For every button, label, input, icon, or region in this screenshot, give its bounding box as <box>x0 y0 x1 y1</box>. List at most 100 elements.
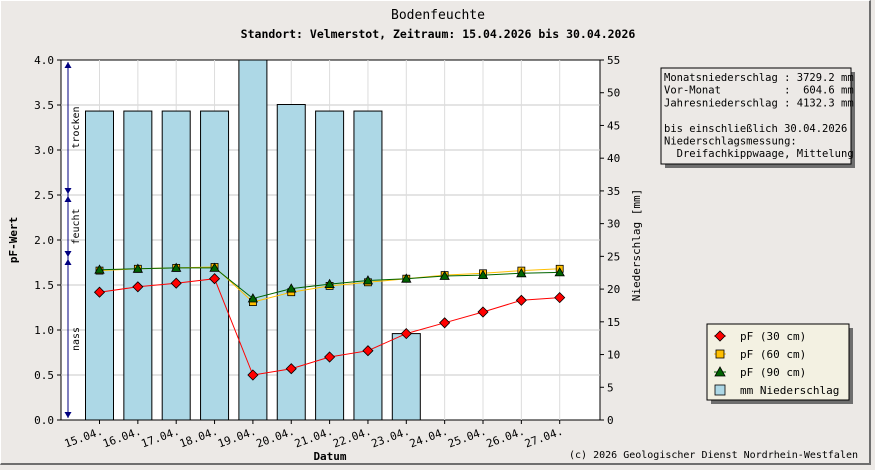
right-tick-label: 30 <box>607 218 620 231</box>
series-2-point-2 <box>171 262 182 272</box>
series-0-point-8 <box>400 328 412 340</box>
series-0-point-4 <box>247 369 259 381</box>
info-line: Jahresniederschlag : 4132.3 mm <box>664 97 854 109</box>
info-line: Niederschlagsmessung: <box>664 136 797 148</box>
zone-arrow-up-2 <box>64 259 72 265</box>
series-0-point-0 <box>93 286 106 298</box>
right-tick-label: 50 <box>607 87 620 100</box>
legend-label-precip: mm Niederschlag <box>740 384 839 397</box>
series-2-point-10 <box>477 269 489 279</box>
chart-subtitle: Standort: Velmerstot, Zeitraum: 15.04.20… <box>241 27 636 41</box>
series-2-point-4 <box>247 293 259 303</box>
series-0-point-9 <box>439 317 451 329</box>
precipitation-bar-6 <box>315 110 345 421</box>
right-tick-label: 15 <box>607 316 620 329</box>
series-2-point-0 <box>94 264 105 274</box>
legend-label-2: pF (90 cm) <box>740 366 806 379</box>
left-axis-ticks: 0.0 0.5 1.0 1.5 2.0 2.5 3.0 3.5 4.0 <box>34 54 61 427</box>
x-tick-label: 24.04. <box>408 425 450 451</box>
zone-arrow-down-2 <box>64 412 72 418</box>
y-axis-label-right: Niederschlag [mm] <box>630 189 643 302</box>
precipitation-bars <box>85 59 421 421</box>
right-tick-label: 45 <box>607 119 620 132</box>
zone-label-feucht: feucht <box>71 208 82 244</box>
zone-arrow-up-0 <box>64 62 72 68</box>
zone-label-nass: nass <box>71 327 82 351</box>
series-0-point-7 <box>362 345 374 357</box>
legend-marker-precip <box>714 384 726 396</box>
info-box: Monatsniederschlag : 3729.2 mmVor-Monat … <box>660 67 855 168</box>
x-tick-label: 26.04. <box>485 425 527 451</box>
legend-marker-2 <box>714 366 726 377</box>
series-2-point-12 <box>554 267 565 277</box>
pf-series-lines <box>93 262 566 381</box>
right-tick-label: 0 <box>607 414 614 427</box>
series-0-point-12 <box>554 292 566 304</box>
x-tick-label: 20.04. <box>254 425 296 451</box>
right-tick-label: 20 <box>607 283 620 296</box>
zone-arrow-up-1 <box>64 196 72 202</box>
right-tick-label: 10 <box>607 349 620 362</box>
x-tick-label: 17.04. <box>139 425 181 451</box>
series-0-point-6 <box>324 351 336 363</box>
x-tick-label: 16.04. <box>101 425 143 451</box>
x-tick-label: 19.04. <box>216 425 258 451</box>
info-line: bis einschließlich 30.04.2026 <box>664 123 847 135</box>
left-tick-label: 1.0 <box>34 324 54 337</box>
series-0-point-5 <box>285 363 297 375</box>
left-tick-label: 0.0 <box>34 414 54 427</box>
zone-arrow-down-1 <box>64 251 72 257</box>
y-axis-label-left: pF-Wert <box>7 217 20 263</box>
left-tick-label: 0.5 <box>34 369 54 382</box>
x-tick-label: 18.04. <box>178 425 220 451</box>
right-tick-label: 25 <box>607 250 620 263</box>
legend-marker-0 <box>714 330 726 342</box>
right-tick-label: 40 <box>607 152 620 165</box>
precipitation-bar-7 <box>353 110 383 421</box>
series-0-point-3 <box>208 273 221 285</box>
legend-label-0: pF (30 cm) <box>740 330 806 343</box>
precipitation-bar-8 <box>391 333 421 421</box>
left-tick-label: 4.0 <box>34 54 54 67</box>
info-line: Dreifachkippwaage, Mittelung <box>664 148 854 160</box>
series-2-point-7 <box>362 275 374 285</box>
x-tick-label: 21.04. <box>293 425 335 451</box>
series-2-point-11 <box>516 267 527 278</box>
zone-arrow-down-0 <box>64 188 72 194</box>
info-line: Vor-Monat : 604.6 mm <box>664 85 854 97</box>
zone-label-trocken: trocken <box>71 106 82 148</box>
right-tick-label: 5 <box>607 381 614 394</box>
series-0-point-2 <box>170 277 182 289</box>
left-tick-label: 1.5 <box>34 279 54 292</box>
precipitation-bar-4 <box>238 59 268 421</box>
x-tick-label: 15.04. <box>63 425 105 451</box>
right-tick-label: 55 <box>607 54 620 67</box>
left-tick-label: 3.5 <box>34 99 54 112</box>
x-tick-label: 23.04. <box>370 425 412 451</box>
series-2-point-8 <box>401 273 412 283</box>
info-line: Monatsniederschlag : 3729.2 mm <box>664 72 854 84</box>
series-2-point-6 <box>324 278 335 288</box>
series-0-point-10 <box>477 306 489 318</box>
left-tick-label: 2.5 <box>34 189 54 202</box>
series-0-point-11 <box>515 294 527 306</box>
series-2-point-1 <box>132 263 144 273</box>
x-tick-label: 25.04. <box>446 425 488 451</box>
left-tick-label: 2.0 <box>34 234 54 247</box>
chart-title: Bodenfeuchte <box>391 8 485 23</box>
moisture-zones: trocken feucht nass <box>64 62 82 418</box>
x-axis-ticks: 15.04.16.04.17.04.18.04.19.04.20.04.21.0… <box>63 420 565 450</box>
right-axis-ticks: 0 5 10 15 20 25 30 35 40 45 50 55 <box>600 54 620 427</box>
x-tick-label: 22.04. <box>331 425 373 451</box>
x-axis-label: Datum <box>313 450 346 463</box>
left-tick-label: 3.0 <box>34 144 54 157</box>
series-2-point-9 <box>439 270 450 280</box>
copyright-notice: (c) 2026 Geologischer Dienst Nordrhein-W… <box>569 450 858 461</box>
legend-label-1: pF (60 cm) <box>740 348 806 361</box>
series-2-point-3 <box>209 262 220 272</box>
x-tick-label: 27.04. <box>523 425 565 451</box>
series-2-point-5 <box>286 283 297 293</box>
legend: pF (30 cm) pF (60 cm) pF (90 cm) mm Nieders… <box>706 323 853 404</box>
